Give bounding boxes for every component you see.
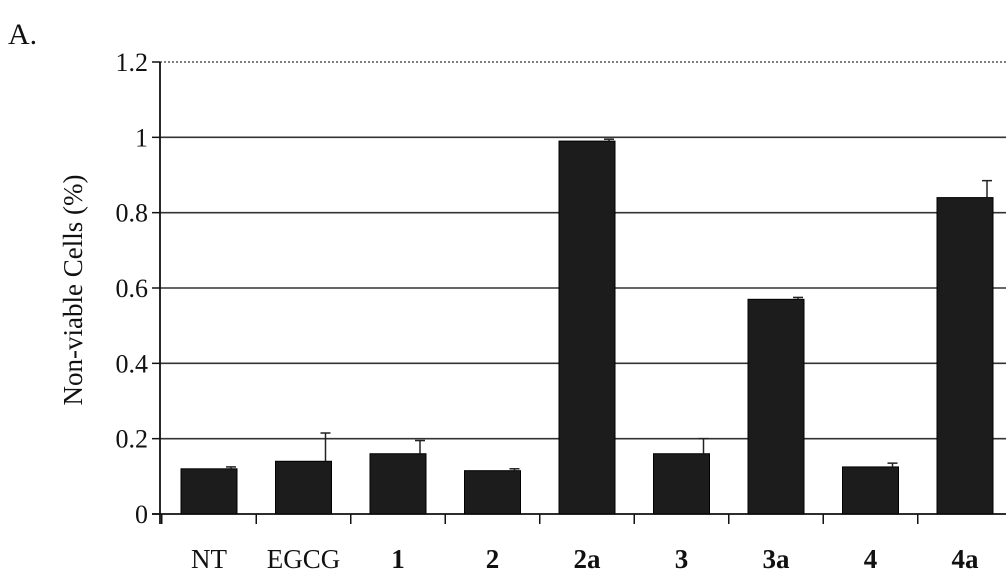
x-tick-label: 4 — [864, 544, 878, 574]
y-tick-label: 0 — [135, 500, 148, 529]
x-tick-label: 3a — [763, 544, 791, 574]
bar-2a — [559, 141, 615, 514]
x-tick-label: EGCG — [267, 544, 341, 574]
bar-3a — [748, 299, 804, 514]
y-tick-label: 0.2 — [116, 425, 149, 454]
bar-4a — [937, 198, 993, 514]
error-bar-3 — [699, 439, 709, 454]
x-tick-label: 4a — [952, 544, 980, 574]
bar-3 — [654, 454, 710, 514]
x-tick-label: NT — [191, 544, 227, 574]
y-tick-label: 0.4 — [116, 349, 149, 378]
error-bar-4a — [982, 181, 992, 198]
bar-egcg — [276, 461, 332, 514]
y-tick-label: 1.2 — [116, 48, 149, 77]
y-tick-label: 1 — [135, 123, 148, 152]
x-tick-label: 3 — [675, 544, 689, 574]
panel-label: A. — [8, 18, 37, 51]
bar-1 — [370, 454, 426, 514]
y-tick-label: 0.6 — [116, 274, 149, 303]
bar-4 — [843, 467, 899, 514]
x-tick-label: 2a — [574, 544, 602, 574]
bars — [181, 141, 993, 514]
bar-nt — [181, 469, 237, 514]
bar-2 — [465, 471, 521, 514]
x-tick-label: 2 — [486, 544, 500, 574]
error-bar-egcg — [321, 433, 331, 461]
error-bar-4 — [888, 463, 898, 467]
y-tick-label: 0.8 — [116, 199, 149, 228]
y-axis-title: Non-viable Cells (%) — [58, 175, 88, 406]
error-bar-1 — [415, 441, 425, 454]
x-tick-label: 1 — [391, 544, 405, 574]
